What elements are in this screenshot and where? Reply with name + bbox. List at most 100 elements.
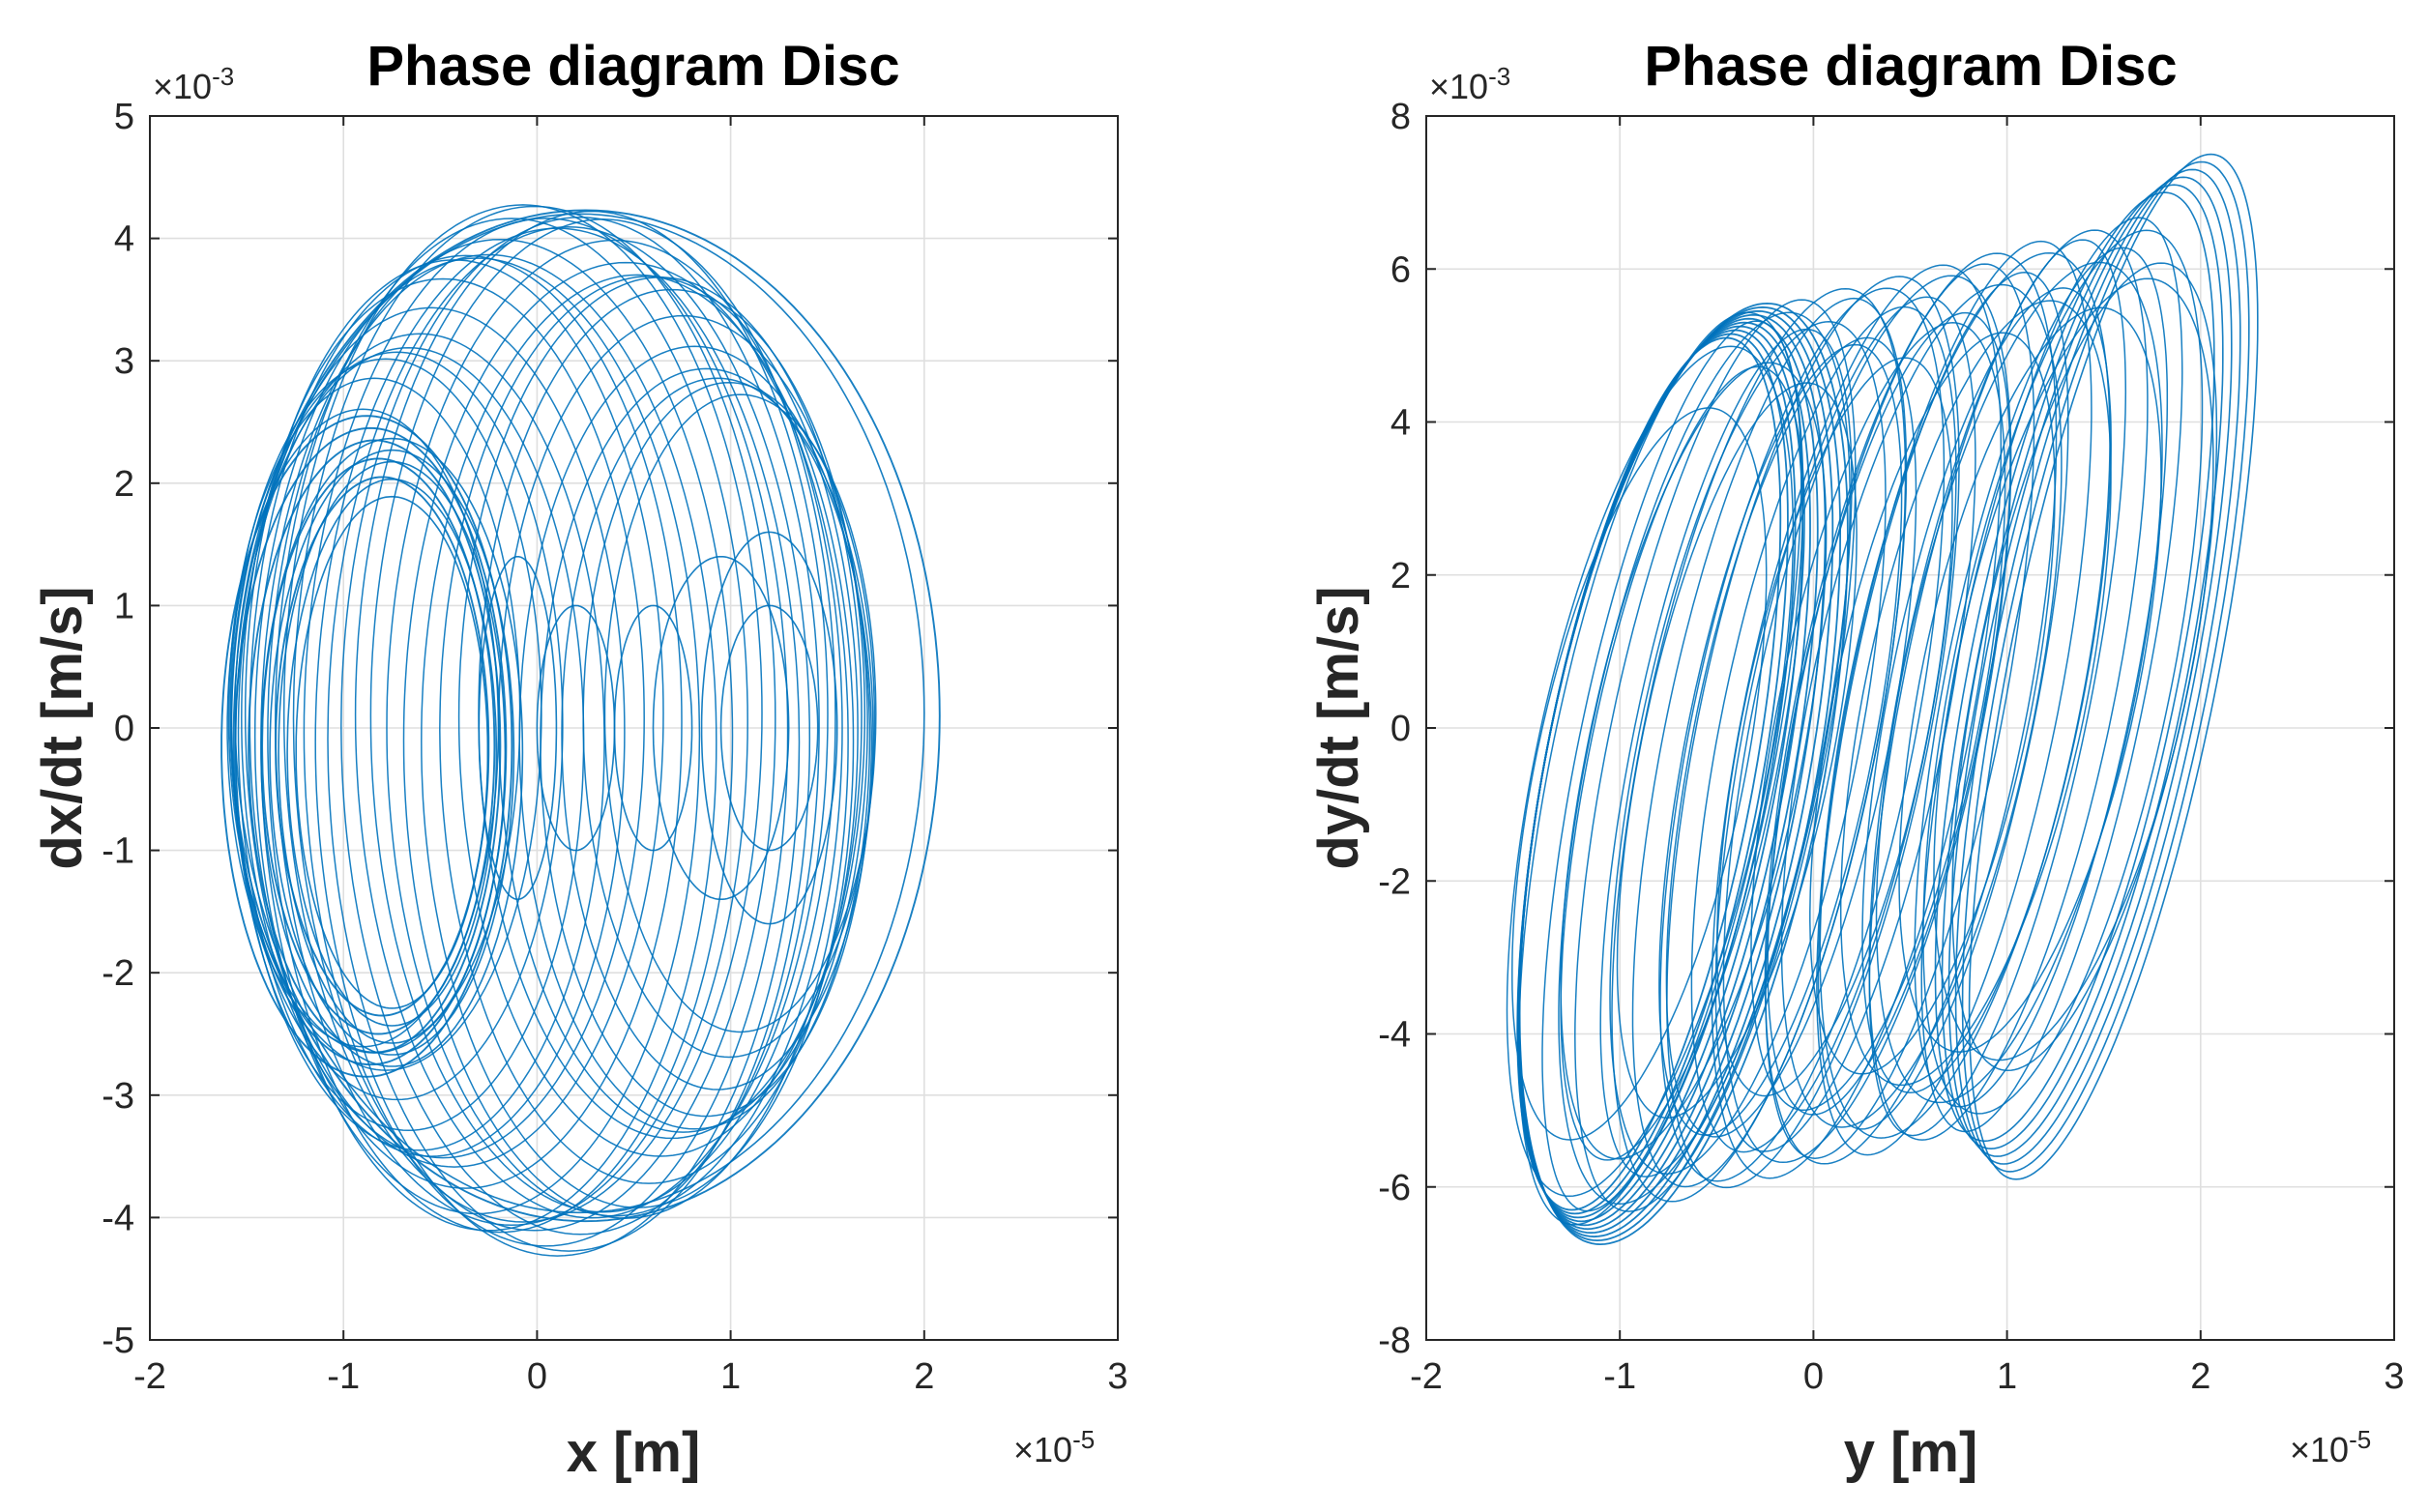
left-panel: Phase diagram Disc -2 -1 0 1 2 3 -5 -4 -3 -2 -1 0 1 2…	[31, 35, 1128, 1484]
y-tick-label: -4	[1378, 1015, 1411, 1056]
trajectory-loop	[1898, 306, 2162, 1053]
trajectory-loop	[229, 358, 542, 1071]
trajectory-loop	[1511, 407, 1768, 1141]
trajectory-envelope	[230, 209, 941, 1223]
trajectory-loop	[327, 225, 811, 1252]
x-tick-label: 1	[720, 1356, 741, 1397]
trajectory-loop	[1611, 287, 1907, 1203]
trajectory-loop	[1933, 277, 2214, 1061]
dense-loop	[269, 449, 515, 1056]
trajectory-loop	[540, 367, 873, 1118]
y-tick-label: 5	[114, 97, 134, 137]
left-y-exponent: ×10-3	[153, 62, 234, 106]
trajectory-loop	[1711, 264, 2003, 1179]
dense-loop	[1516, 333, 1789, 1215]
trajectory-loop	[421, 274, 855, 1208]
x-tick-label: 2	[914, 1356, 934, 1397]
trajectory-loop	[1767, 311, 2011, 1116]
y-tick-label: -2	[1378, 861, 1411, 902]
right-cluster-loop	[1968, 153, 2259, 1180]
trajectory-loop	[1764, 252, 2058, 1165]
right-y-exponent: ×10-3	[1429, 62, 1510, 106]
trajectory-loop	[439, 276, 859, 1184]
trajectory-loop	[1609, 320, 1887, 1175]
y-tick-label: -4	[102, 1198, 134, 1238]
y-tick-label: 8	[1390, 97, 1411, 137]
trajectory-loop	[1922, 229, 2204, 1115]
trajectory-loop	[1658, 343, 1903, 1136]
right-trajectory	[1506, 153, 2259, 1246]
center-loop	[536, 604, 616, 852]
y-tick-label: 2	[1390, 556, 1411, 596]
trajectory-loop	[1599, 328, 1853, 1178]
dense-loop	[260, 437, 524, 1067]
y-tick-label: 0	[114, 709, 134, 749]
trajectory-loop	[1574, 299, 1857, 1212]
y-tick-label: 4	[1390, 403, 1411, 444]
x-tick-label: -1	[1603, 1356, 1636, 1397]
dense-loop	[295, 495, 489, 1009]
trajectory-loop	[1875, 261, 2163, 1104]
trajectory-loop	[267, 238, 734, 1234]
y-tick-label: 4	[114, 219, 134, 260]
right-ticks: -2 -1 0 1 2 3 -8 -6 -4 -2 0 2 4 6 8	[1378, 97, 2404, 1397]
center-loop	[613, 604, 693, 852]
right-cluster-loop	[1947, 176, 2233, 1157]
right-loop	[719, 604, 819, 852]
x-tick-label: 1	[1997, 1356, 2017, 1397]
trajectory-loop	[314, 227, 801, 1257]
trajectory-loop	[1868, 229, 2149, 1141]
right-cluster-loop	[1934, 191, 2215, 1143]
left-title: Phase diagram Disc	[366, 35, 899, 98]
trajectory-loop	[518, 345, 871, 1130]
y-tick-label: 3	[114, 341, 134, 382]
trajectory-loop	[561, 377, 874, 1090]
right-panel: Phase diagram Disc -2 -1 0 1 2 3 -8 -6 -4 -2 0 2 4 6 8…	[1307, 35, 2405, 1484]
trajectory-loop	[603, 393, 877, 1033]
trajectory-loop	[1839, 300, 2112, 1087]
left-grid	[149, 115, 1119, 1341]
x-tick-label: -2	[133, 1356, 166, 1397]
y-tick-label: 6	[1390, 249, 1411, 290]
trajectory-loop	[369, 218, 836, 1213]
dense-loop	[1518, 302, 1849, 1246]
left-trajectory	[220, 204, 941, 1257]
trajectory-loop	[1659, 287, 1946, 1182]
dense-loop	[261, 457, 496, 1035]
center-loop	[652, 556, 790, 900]
trajectory-loop	[498, 314, 868, 1133]
right-cluster-loop	[1961, 160, 2250, 1173]
y-tick-label: -6	[1378, 1168, 1411, 1208]
x-tick-label: 3	[1107, 1356, 1127, 1397]
right-title: Phase diagram Disc	[1644, 35, 2177, 98]
left-y-axis-label: dx/dt [m/s]	[31, 586, 94, 869]
y-tick-label: -3	[102, 1076, 134, 1117]
right-cluster-loop	[1941, 184, 2224, 1150]
x-tick-label: 0	[1803, 1356, 1824, 1397]
trajectory-loop	[386, 239, 843, 1217]
x-tick-label: 2	[2190, 1356, 2210, 1397]
trajectory-loop	[1665, 336, 1917, 1138]
trajectory-loop	[1914, 247, 2169, 1108]
x-tick-label: -1	[327, 1356, 360, 1397]
left-x-exponent: ×10-5	[1013, 1425, 1095, 1469]
trajectory-loop	[282, 204, 763, 1223]
x-tick-label: -2	[1410, 1356, 1443, 1397]
dense-loop	[286, 478, 498, 1027]
x-tick-label: 0	[527, 1356, 547, 1397]
y-tick-label: -2	[102, 953, 134, 994]
right-y-axis-label: dy/dt [m/s]	[1307, 586, 1370, 869]
y-tick-label: 0	[1390, 709, 1411, 749]
y-tick-label: 2	[114, 464, 134, 505]
dense-loop	[234, 426, 508, 1066]
trajectory-loop	[1666, 276, 1960, 1189]
dense-loop	[248, 439, 502, 1054]
right-x-axis-label: y [m]	[1844, 1421, 1978, 1484]
trajectory-loop	[354, 210, 829, 1219]
y-tick-label: -1	[102, 831, 134, 872]
trajectory-loop	[303, 218, 789, 1247]
center-loop	[478, 556, 558, 900]
right-loop	[700, 531, 838, 925]
trajectory-loop	[292, 205, 776, 1232]
